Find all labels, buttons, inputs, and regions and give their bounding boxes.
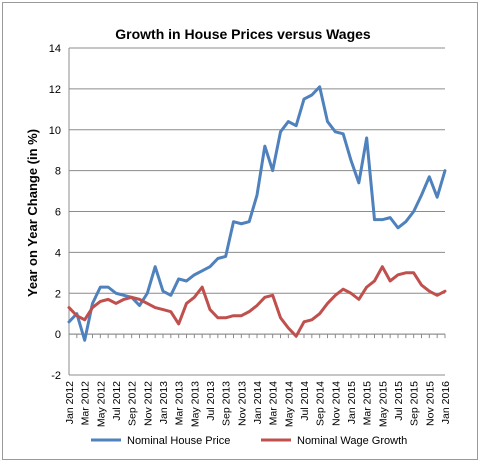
x-tick-label: Jul 2014 <box>299 381 311 421</box>
x-tick-label: Mar 2015 <box>362 381 374 426</box>
x-tick-label: Nov 2015 <box>424 381 436 426</box>
y-axis-label: Year on Year Change (in %) <box>25 129 40 297</box>
x-tick-label: May 2015 <box>377 381 389 427</box>
y-tick-label: 14 <box>49 43 61 55</box>
x-tick-label: Sep 2012 <box>127 381 139 426</box>
legend-label-house-price: Nominal House Price <box>127 435 230 447</box>
x-tick-label: Jul 2012 <box>111 381 123 421</box>
series-group <box>67 85 447 342</box>
legend-label-wage-growth: Nominal Wage Growth <box>297 435 407 447</box>
x-tick-label: Sep 2013 <box>221 381 233 426</box>
y-tick-label: 10 <box>49 125 61 137</box>
x-tick-label: Sep 2015 <box>409 381 421 426</box>
x-tick-label: Nov 2013 <box>236 381 248 426</box>
y-axis-ticks: -2 0 2 4 6 8 10 12 14 <box>49 43 61 382</box>
chart-title: Growth in House Prices versus Wages <box>115 26 371 42</box>
y-tick-label: 6 <box>55 207 61 219</box>
x-axis-ticks: Jan 2012 Mar 2012 May 2012 Jul 2012 Sep 2012… <box>64 381 452 427</box>
x-tick-label: May 2012 <box>95 381 107 427</box>
x-tick-label: Jul 2015 <box>393 381 405 421</box>
series-line-house-price <box>67 85 447 342</box>
x-tick-label: Jul 2013 <box>205 381 217 421</box>
x-tick-label: Mar 2013 <box>174 381 186 426</box>
y-tick-label: 2 <box>55 288 61 300</box>
x-tick-label: Nov 2014 <box>330 381 342 426</box>
x-tick-label: May 2014 <box>283 381 295 427</box>
y-tick-label: 12 <box>49 84 61 96</box>
x-tick-label: Jan 2012 <box>64 381 76 424</box>
y-tick-label: 4 <box>55 247 61 259</box>
x-tick-label: Jan 2013 <box>158 381 170 424</box>
x-tick-label: Jan 2015 <box>346 381 358 424</box>
x-tick-label: Jan 2014 <box>252 381 264 424</box>
x-tick-label: Sep 2014 <box>315 381 327 426</box>
gridlines <box>69 47 445 376</box>
legend: Nominal House Price Nominal Wage Growth <box>91 435 407 447</box>
y-tick-label: -2 <box>51 370 61 382</box>
x-tick-label: Mar 2012 <box>80 381 92 426</box>
x-tick-label: Jan 2016 <box>440 381 452 424</box>
chart-frame: Growth in House Prices versus Wages Year… <box>2 2 478 460</box>
series-line-wage-growth <box>67 265 447 338</box>
line-chart: Growth in House Prices versus Wages Year… <box>25 26 452 447</box>
y-tick-label: 8 <box>55 166 61 178</box>
x-tick-label: May 2013 <box>189 381 201 427</box>
x-tick-label: Mar 2014 <box>268 381 280 426</box>
y-tick-label: 0 <box>55 329 61 341</box>
x-tick-label: Nov 2012 <box>142 381 154 426</box>
